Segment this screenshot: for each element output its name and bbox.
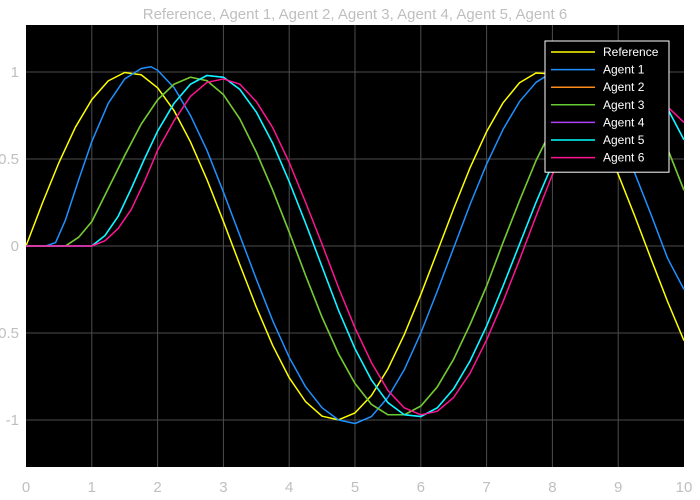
x-tick-label: 2: [153, 479, 161, 495]
x-tick-label: 3: [219, 479, 227, 495]
legend-label: Agent 6: [603, 151, 645, 165]
x-tick-label: 1: [88, 479, 96, 495]
x-axis-ticks: 0 1 2 3 4 5 6 7 8 9 10: [22, 479, 693, 496]
x-tick-label: 10: [676, 479, 693, 495]
y-tick-label: 0: [11, 238, 19, 255]
legend-box: [544, 40, 670, 173]
x-tick-label: 5: [351, 479, 359, 495]
legend-label: Agent 5: [603, 133, 645, 147]
y-tick-label: 0.5: [0, 151, 19, 168]
grid: [26, 25, 684, 467]
legend-label: Agent 4: [603, 115, 645, 129]
legend: Reference Agent 1 Agent 2 Agent 3 Agent 4 Age…: [544, 40, 670, 173]
x-tick-label: 6: [417, 479, 425, 495]
x-tick-label: 4: [285, 479, 293, 495]
x-tick-label: 0: [22, 479, 30, 495]
y-axis-ticks: 1 0.5 0 -0.5 -1: [0, 64, 19, 429]
y-tick-label: -0.5: [0, 325, 19, 342]
x-tick-label: 8: [548, 479, 556, 495]
chart-title: Reference, Agent 1, Agent 2, Agent 3, Ag…: [143, 6, 568, 23]
x-tick-label: 9: [614, 479, 622, 495]
y-tick-label: -1: [6, 412, 19, 429]
legend-label: Agent 3: [603, 98, 645, 112]
legend-label: Agent 2: [603, 80, 645, 94]
y-tick-label: 1: [11, 64, 19, 81]
legend-label: Reference: [603, 45, 659, 59]
legend-label: Agent 1: [603, 63, 645, 77]
x-tick-label: 7: [482, 479, 490, 495]
